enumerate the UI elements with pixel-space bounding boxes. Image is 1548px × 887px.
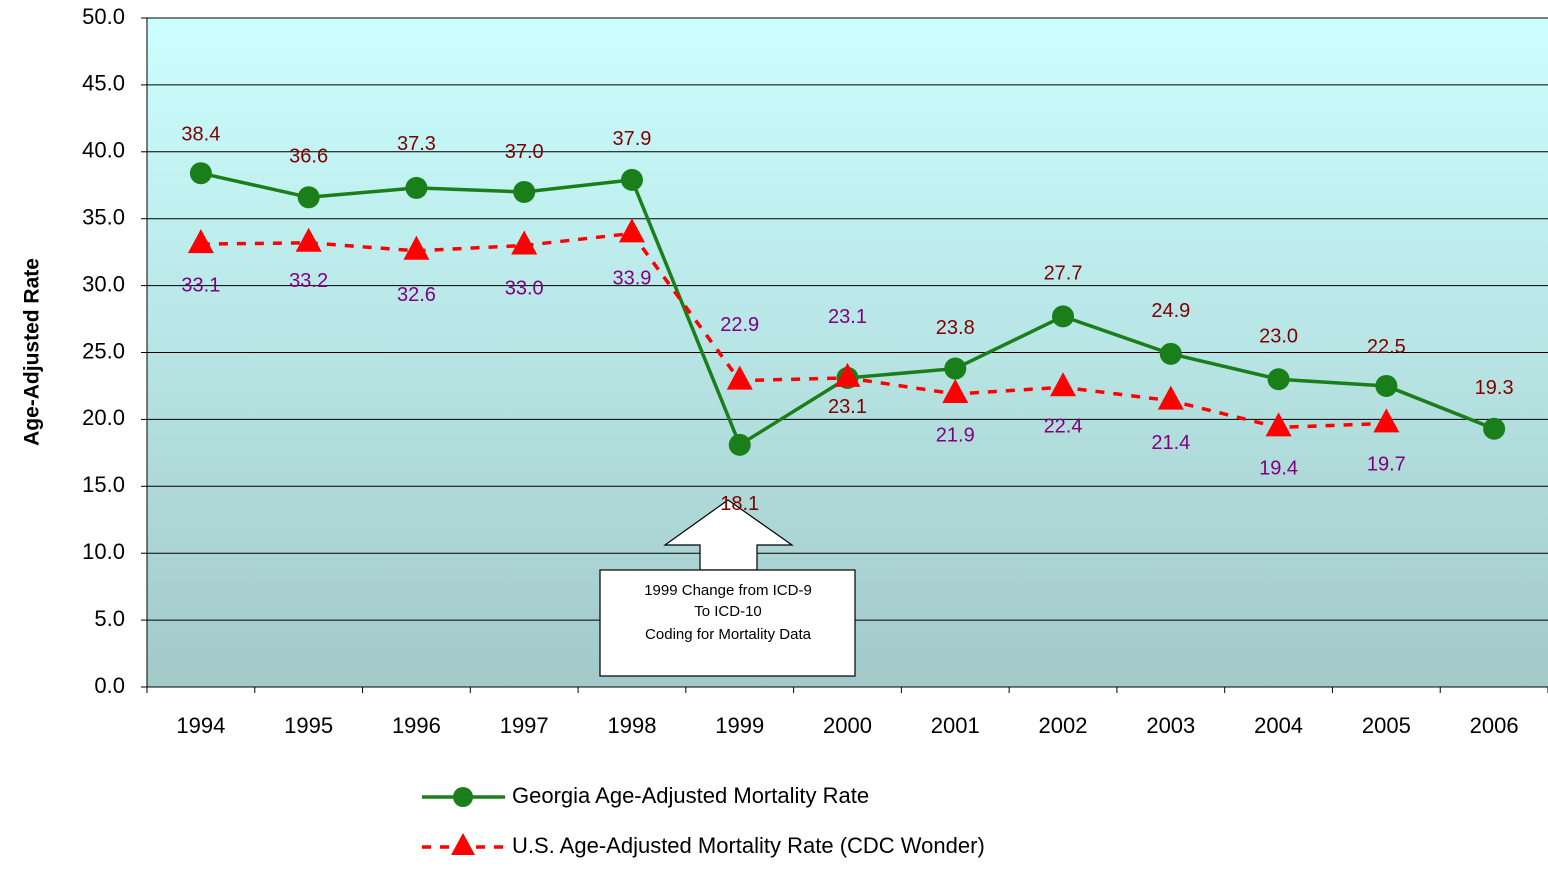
data-point: [513, 180, 536, 203]
data-point: [620, 168, 643, 191]
series-line: [200, 231, 1387, 430]
x-tick-label: 2003: [1146, 713, 1195, 738]
y-tick-label: 20.0: [82, 405, 125, 430]
data-point: [511, 230, 538, 255]
data-label: 37.3: [397, 133, 436, 155]
y-tick-label: 40.0: [82, 138, 125, 163]
data-label: 37.9: [612, 128, 651, 150]
data-label: 23.1: [828, 396, 867, 418]
data-point: [618, 218, 645, 243]
data-label: 33.0: [505, 278, 544, 300]
y-tick-label: 45.0: [82, 71, 125, 96]
annotation-box: [599, 569, 856, 677]
data-label: 22.9: [720, 314, 759, 336]
data-label: 37.0: [505, 141, 544, 163]
data-label: 32.6: [397, 284, 436, 306]
data-point: [726, 365, 753, 390]
data-point: [944, 357, 967, 380]
data-point: [295, 227, 322, 252]
data-label: 23.1: [828, 306, 867, 328]
x-tick-label: 1999: [715, 713, 764, 738]
data-point: [1375, 374, 1398, 397]
legend-marker: [451, 833, 475, 855]
y-tick-label: 5.0: [94, 606, 125, 631]
data-label: 19.7: [1367, 454, 1406, 476]
data-label: 18.1: [720, 493, 759, 515]
annotation: 1999 Change from ICD-9 To ICD-10 Coding …: [599, 499, 856, 677]
data-point: [942, 378, 969, 403]
data-label: 33.1: [181, 274, 220, 296]
y-tick-label: 30.0: [82, 271, 125, 296]
annotation-text: Coding for Mortality Data: [645, 626, 812, 643]
legend-label: Georgia Age-Adjusted Mortality Rate: [512, 783, 869, 808]
x-tick-label: 1997: [500, 713, 549, 738]
annotation-text: 1999 Change from ICD-9: [644, 582, 812, 599]
x-tick-label: 2001: [931, 713, 980, 738]
legend-label: U.S. Age-Adjusted Mortality Rate (CDC Wo…: [512, 833, 985, 858]
data-label: 21.9: [936, 424, 975, 446]
x-tick-label: 2000: [823, 713, 872, 738]
data-point: [1267, 368, 1290, 391]
x-tick-label: 2005: [1362, 713, 1411, 738]
data-label: 36.6: [289, 146, 328, 168]
data-label: 21.4: [1151, 432, 1190, 454]
data-point: [297, 186, 320, 209]
data-point: [834, 362, 861, 387]
data-label: 33.9: [612, 268, 651, 290]
data-label: 19.4: [1259, 458, 1298, 480]
data-label: 33.2: [289, 270, 328, 292]
data-label: 19.3: [1475, 377, 1514, 399]
x-tick-label: 1996: [392, 713, 441, 738]
y-axis-title: Age-Adjusted Rate: [21, 258, 44, 446]
data-point: [728, 433, 751, 456]
y-tick-label: 0.0: [94, 673, 125, 698]
x-tick-label: 1998: [607, 713, 656, 738]
x-tick-label: 1995: [284, 713, 333, 738]
data-point: [1050, 372, 1077, 397]
annotation-text: To ICD-10: [694, 603, 762, 620]
data-point: [405, 176, 428, 199]
x-tick-label: 2002: [1039, 713, 1088, 738]
data-point: [1052, 305, 1075, 328]
data-point: [187, 229, 214, 254]
data-point: [403, 235, 430, 260]
y-tick-label: 35.0: [82, 205, 125, 230]
data-point: [1159, 342, 1182, 365]
y-tick-label: 25.0: [82, 338, 125, 363]
y-tick-label: 15.0: [82, 472, 125, 497]
data-point: [1373, 408, 1400, 433]
y-tick-label: 50.0: [82, 4, 125, 29]
data-label: 24.9: [1151, 300, 1190, 322]
y-tick-label: 10.0: [82, 539, 125, 564]
data-label: 27.7: [1044, 263, 1083, 285]
data-label: 38.4: [181, 123, 220, 145]
data-point: [1157, 385, 1184, 410]
x-tick-label: 2004: [1254, 713, 1303, 738]
data-label: 22.4: [1044, 416, 1083, 438]
x-tick-label: 2006: [1470, 713, 1519, 738]
data-point: [1483, 417, 1506, 440]
legend-marker: [453, 787, 473, 807]
data-label: 23.0: [1259, 326, 1298, 348]
data-label: 22.5: [1367, 336, 1406, 358]
data-label: 23.8: [936, 317, 975, 339]
data-point: [189, 162, 212, 185]
data-point: [1265, 412, 1292, 437]
x-tick-label: 1994: [176, 713, 225, 738]
